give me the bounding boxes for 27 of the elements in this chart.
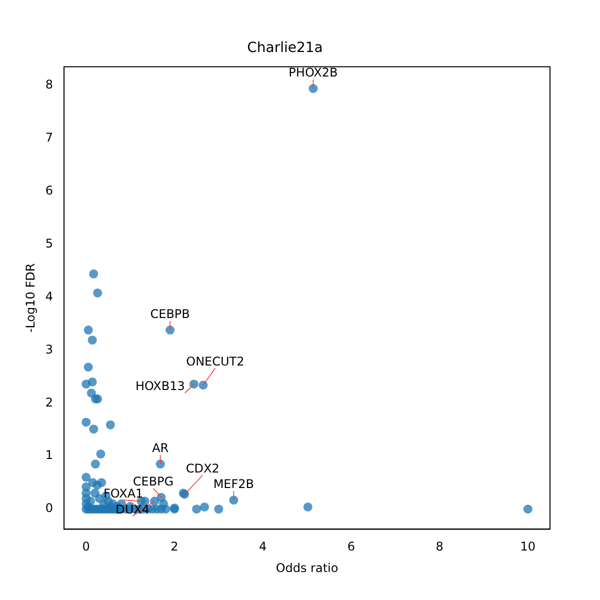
x-tick-label: 10 — [520, 540, 536, 554]
y-tick-label: 7 — [45, 130, 54, 144]
annotation: CDX2 — [186, 461, 220, 476]
annotation: CEBPG — [132, 474, 174, 489]
annotation: AR — [152, 441, 169, 456]
annotation: CEBPB — [150, 307, 190, 322]
annotation: ONECUT2 — [186, 354, 244, 368]
annotation: FOXA1 — [104, 486, 144, 500]
x-tick-label: 0 — [82, 540, 90, 554]
chart-title: Charlie21a — [247, 40, 323, 56]
x-tick-label: 4 — [259, 540, 267, 554]
y-tick-label: 3 — [45, 342, 54, 356]
y-tick-label: 4 — [45, 289, 54, 304]
x-axis-title: Odds ratio — [276, 560, 338, 575]
y-tick-label: 1 — [45, 448, 54, 462]
y-axis-title: -Log10 FDR — [23, 263, 38, 333]
annotation: PHOX2B — [288, 66, 338, 80]
annotation: MEF2B — [213, 477, 254, 492]
x-tick-label: 8 — [436, 540, 444, 554]
y-tick-label: 2 — [45, 395, 54, 410]
y-tick-label: 0 — [45, 501, 54, 516]
annotation: HOXB13 — [135, 379, 185, 394]
y-tick-label: 5 — [45, 236, 54, 250]
y-tick-label: 6 — [45, 183, 54, 198]
y-tick-label: 8 — [45, 77, 54, 92]
x-tick-label: 6 — [347, 540, 356, 554]
x-tick-label: 2 — [170, 540, 178, 554]
